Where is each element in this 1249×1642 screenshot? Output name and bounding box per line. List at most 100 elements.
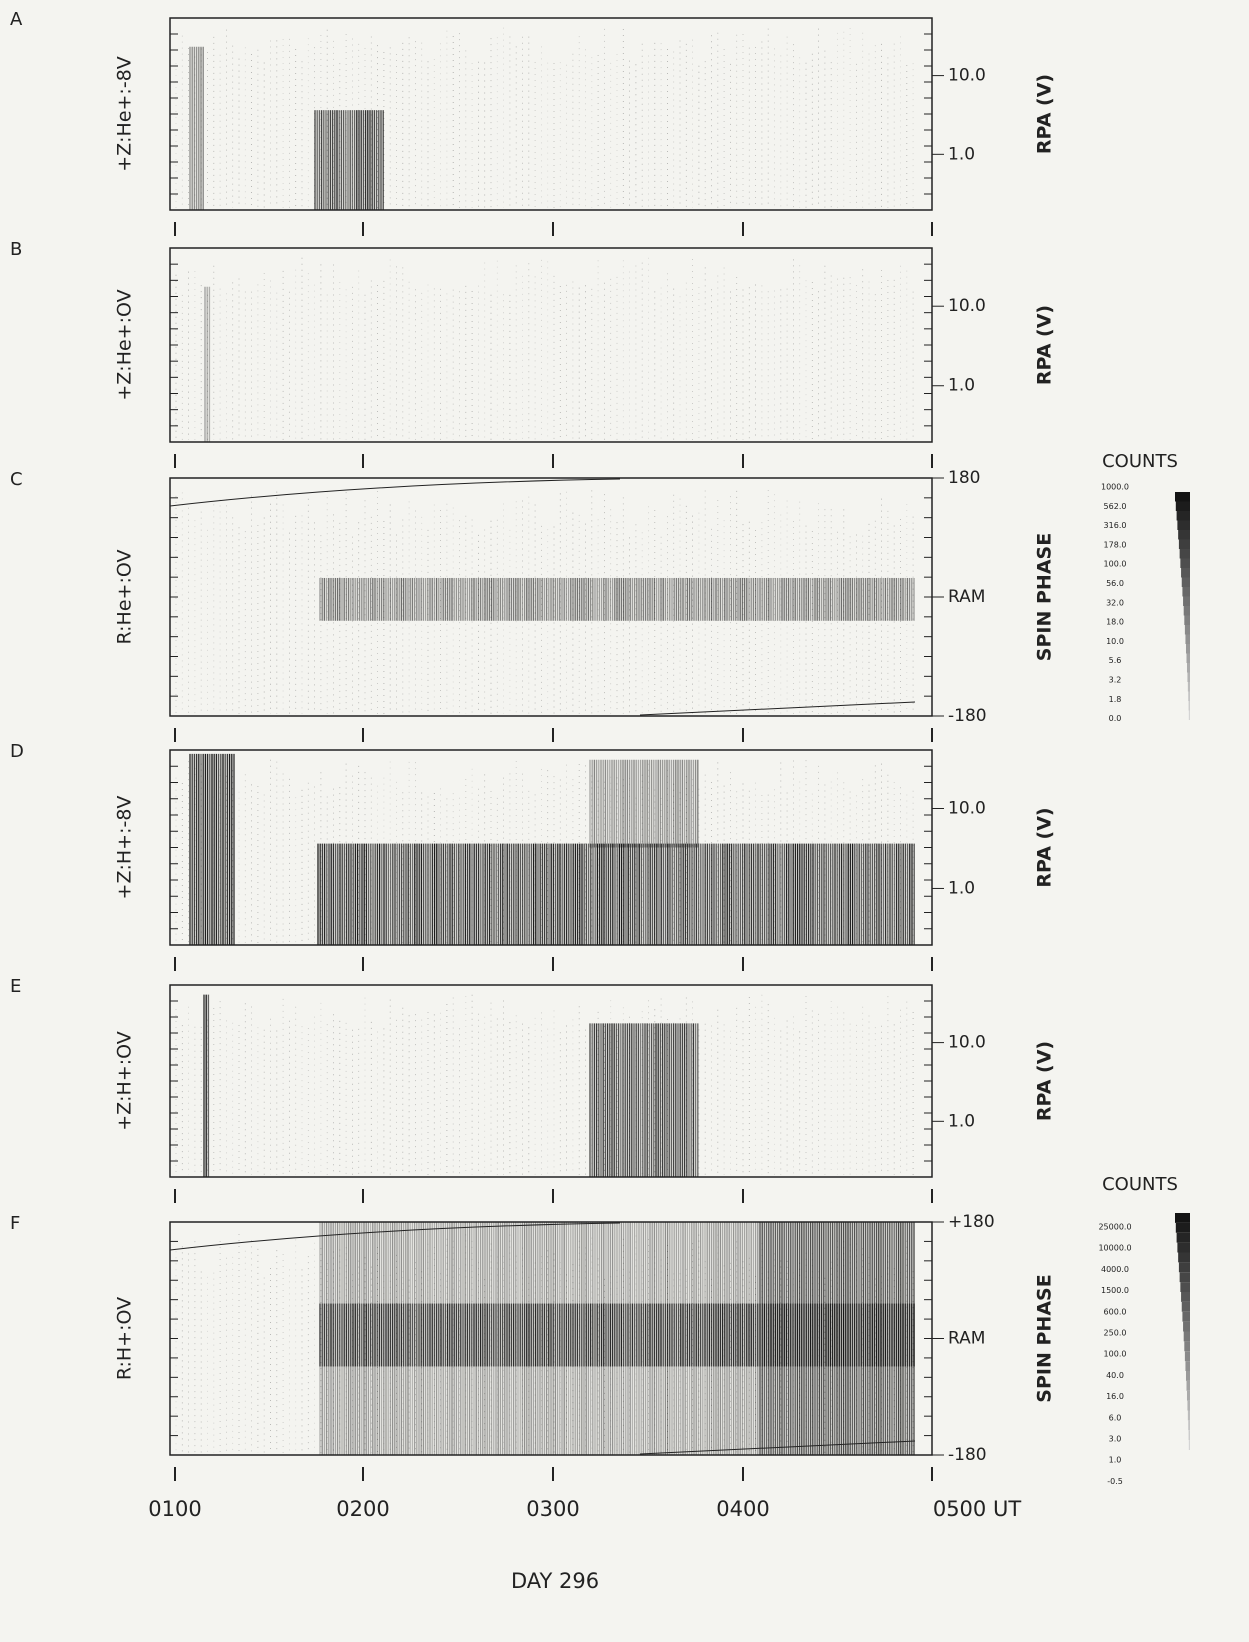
panel-right-label: RPA (V): [1034, 305, 1056, 385]
panel: E +Z:H+:OV RPA (V) 10.0 1.0: [10, 976, 1056, 1203]
panel-ylabel: +Z:He+:-8V: [114, 56, 136, 172]
y-tick-label: 1.0: [948, 878, 975, 898]
colorbar-label: 1.8: [1109, 695, 1122, 704]
colorbar-label: 5.6: [1109, 656, 1122, 665]
colorbar-swatch: [1188, 1440, 1190, 1450]
colorbar-swatch: [1188, 691, 1190, 701]
colorbar-label: 1500.0: [1101, 1286, 1129, 1295]
colorbar-swatch: [1186, 663, 1190, 673]
colorbar-swatch: [1182, 587, 1190, 597]
y-tick-label: -180: [948, 706, 987, 726]
y-tick-label: RAM: [948, 1329, 985, 1349]
colorbar-title: COUNTS: [1102, 451, 1178, 472]
y-tick-label: 10.0: [948, 66, 986, 86]
colorbar-swatch: [1185, 634, 1190, 644]
colorbar-swatch: [1187, 682, 1190, 692]
y-tick-label: 1.0: [948, 144, 975, 164]
y-tick-label: 1.0: [948, 1111, 975, 1131]
panel-right-label: SPIN PHASE: [1034, 533, 1056, 661]
colorbar-swatch: [1184, 625, 1190, 635]
colorbar-label: 0.0: [1109, 714, 1122, 723]
panel-letter: B: [10, 239, 22, 260]
colorbar-swatch: [1184, 1341, 1190, 1352]
panel-letter: A: [10, 9, 23, 30]
colorbar-label: 3.2: [1109, 676, 1122, 685]
colorbar-label: 18.0: [1106, 618, 1124, 627]
x-tick-label: 0400: [716, 1497, 769, 1521]
panel-right-label: RPA (V): [1034, 74, 1056, 154]
phase-curve: [639, 1440, 916, 1455]
colorbar-swatch: [1184, 615, 1190, 625]
panel: A +Z:He+:-8V RPA (V) 10.0 1.0: [10, 9, 1056, 236]
panel-ylabel: +Z:H+:-8V: [114, 796, 136, 900]
colorbar-swatch: [1188, 1430, 1190, 1441]
panel: C R:He+:OV SPIN PHASE 180 RAM -180: [10, 468, 1056, 742]
x-tick-label: 0100: [148, 1497, 201, 1521]
colorbar-swatch: [1178, 1262, 1190, 1273]
y-tick-label: 10.0: [948, 296, 986, 316]
colorbar-label: 4000.0: [1101, 1265, 1129, 1274]
x-tick-label: 0300: [526, 1497, 579, 1521]
colorbar-swatch: [1181, 1292, 1190, 1302]
colorbar-swatch: [1185, 644, 1190, 654]
colorbar-swatch: [1181, 568, 1190, 578]
colorbar-label: 6.0: [1109, 1413, 1122, 1422]
colorbar-swatch: [1175, 501, 1190, 511]
y-tick-label: 10.0: [948, 1033, 986, 1053]
colorbar-swatch: [1185, 1371, 1190, 1381]
colorbar-swatch: [1188, 1420, 1190, 1431]
x-tick-label: 0200: [336, 1497, 389, 1521]
colorbar-label: 178.0: [1104, 540, 1127, 549]
colorbar-swatch: [1176, 1232, 1190, 1243]
colorbar-swatch: [1183, 606, 1190, 616]
colorbar-swatch: [1176, 511, 1190, 521]
colorbar-swatch: [1187, 672, 1190, 682]
y-tick-label: 1.0: [948, 376, 975, 396]
colorbar-label: 600.0: [1104, 1307, 1127, 1316]
y-tick-label: 10.0: [948, 799, 986, 819]
colorbar-swatch: [1182, 1311, 1190, 1322]
colorbar-label: 16.0: [1106, 1392, 1124, 1401]
colorbar-swatch: [1186, 1390, 1190, 1401]
colorbar-label: 316.0: [1104, 521, 1127, 530]
colorbar-swatch: [1178, 1252, 1190, 1263]
colorbar-swatch: [1187, 1410, 1190, 1421]
colorbar-swatch: [1175, 492, 1190, 502]
x-tick-label: 0500 UT: [933, 1497, 1021, 1521]
x-axis-label: DAY 296: [511, 1569, 599, 1593]
colorbar-swatch: [1183, 1321, 1190, 1332]
colorbar-label: 56.0: [1106, 579, 1124, 588]
phase-curve: [169, 478, 621, 507]
colorbar-label: 32.0: [1106, 598, 1124, 607]
colorbar-swatch: [1188, 701, 1190, 711]
colorbar-swatch: [1183, 1331, 1190, 1342]
colorbar-label: -0.5: [1107, 1477, 1123, 1486]
colorbar-swatch: [1185, 1361, 1190, 1371]
panel-ylabel: R:H+:OV: [114, 1297, 136, 1380]
colorbar-label: 1.0: [1109, 1456, 1122, 1465]
colorbar-swatch: [1178, 539, 1190, 549]
colorbar-label: 100.0: [1104, 560, 1127, 569]
colorbar-label: 10.0: [1106, 637, 1124, 646]
y-tick-label: +180: [948, 1212, 995, 1232]
panel: F R:H+:OV SPIN PHASE +180 RAM -180: [10, 1212, 1056, 1481]
y-tick-label: 180: [948, 468, 980, 488]
colorbar-swatch: [1177, 520, 1190, 530]
colorbar-swatch: [1179, 549, 1190, 559]
colorbar-swatch: [1187, 1400, 1190, 1411]
colorbar-label: 10000.0: [1098, 1244, 1131, 1253]
panel-ylabel: +Z:H+:OV: [114, 1031, 136, 1131]
colorbar-label: 562.0: [1104, 502, 1127, 511]
phase-curve: [639, 701, 916, 716]
colorbar-swatch: [1184, 1351, 1190, 1362]
panel-letter: D: [10, 741, 24, 762]
panel-ylabel: +Z:He+:OV: [114, 289, 136, 400]
colorbar-swatch: [1181, 1301, 1190, 1312]
colorbar-label: 40.0: [1106, 1371, 1124, 1380]
panel-right-label: RPA (V): [1034, 807, 1056, 887]
panel-ylabel: R:He+:OV: [114, 550, 136, 645]
y-tick-label: -180: [948, 1445, 987, 1465]
panel-letter: F: [10, 1213, 20, 1234]
colorbar-swatch: [1181, 577, 1190, 587]
